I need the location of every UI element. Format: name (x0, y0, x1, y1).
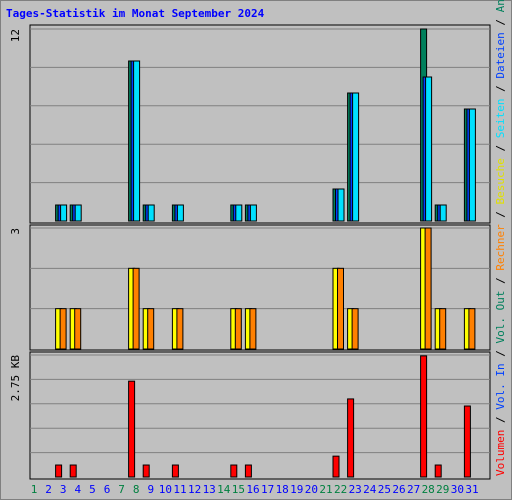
bar (434, 464, 442, 478)
bar (425, 76, 433, 222)
legend-entry: Vol. Out (494, 291, 507, 344)
legend-entry: Volumen (494, 430, 507, 476)
bar (60, 204, 68, 222)
legend: Volumen / Vol. In / Vol. Out / Rechner /… (494, 0, 507, 476)
y-tick-label: 12 (9, 29, 22, 42)
x-tick-label: 25 (378, 483, 391, 496)
legend-entry: Dateien (494, 32, 507, 78)
legend-entry: Rechner (494, 224, 507, 271)
x-tick-label: 4 (74, 483, 81, 496)
legend-separator: / (494, 138, 507, 158)
bar (351, 308, 359, 350)
legend-separator: / (494, 204, 507, 224)
x-tick-label: 7 (118, 483, 125, 496)
bar (420, 355, 428, 478)
bar (424, 227, 432, 350)
bar (249, 308, 257, 350)
x-tick-label: 16 (246, 483, 259, 496)
x-tick-label: 9 (147, 483, 154, 496)
x-tick-label: 23 (349, 483, 362, 496)
legend-entry: Vol. In (494, 363, 507, 409)
bar (74, 204, 82, 222)
bar (147, 204, 155, 222)
bar (147, 308, 155, 350)
bar (133, 60, 141, 222)
y-tick-label: 2.75 KB (9, 355, 22, 402)
chart-title: Tages-Statistik im Monat September 2024 (6, 7, 265, 20)
bar (468, 108, 476, 222)
y-tick-label: 3 (9, 228, 22, 235)
x-tick-label: 6 (104, 483, 111, 496)
panel (29, 24, 491, 224)
bar (337, 188, 345, 222)
bar (244, 464, 252, 478)
legend-separator: / (494, 79, 507, 99)
bar (332, 455, 340, 478)
x-tick-label: 29 (436, 483, 449, 496)
bar (59, 308, 67, 350)
bar (439, 308, 447, 350)
bar (69, 464, 77, 478)
x-tick-label: 24 (363, 483, 377, 496)
x-tick-label: 3 (60, 483, 67, 496)
bar (55, 464, 63, 478)
bar (230, 464, 238, 478)
x-tick-label: 27 (407, 483, 420, 496)
bar (74, 308, 82, 350)
x-tick-label: 5 (89, 483, 96, 496)
legend-separator: / (494, 12, 507, 32)
x-tick-label: 17 (261, 483, 274, 496)
x-tick-label: 30 (451, 483, 464, 496)
x-tick-label: 20 (305, 483, 318, 496)
bar (439, 204, 447, 222)
x-tick-label: 18 (276, 483, 289, 496)
bar (171, 464, 179, 478)
bar (352, 92, 360, 222)
x-tick-label: 26 (392, 483, 405, 496)
legend-entry: Besuche (494, 158, 507, 204)
x-tick-label: 31 (465, 483, 478, 496)
x-tick-label: 21 (319, 483, 332, 496)
legend-separator: / (494, 410, 507, 430)
bar (234, 308, 242, 350)
bar (142, 464, 150, 478)
x-tick-label: 15 (232, 483, 245, 496)
bar (235, 204, 243, 222)
x-tick-label: 28 (422, 483, 435, 496)
x-tick-label: 8 (133, 483, 140, 496)
panel (29, 224, 491, 351)
bar (249, 204, 257, 222)
bar (176, 204, 184, 222)
x-tick-label: 1 (31, 483, 38, 496)
bar (337, 267, 344, 350)
x-tick-label: 22 (334, 483, 347, 496)
x-tick-label: 12 (188, 483, 201, 496)
x-tick-label: 13 (203, 483, 216, 496)
legend-separator: / (494, 271, 507, 291)
bar (132, 267, 140, 350)
bar (463, 405, 471, 478)
bar (176, 308, 184, 350)
x-tick-label: 14 (217, 483, 231, 496)
legend-entry: Seiten (494, 98, 507, 138)
bar (468, 308, 476, 350)
legend-separator: / (494, 344, 507, 364)
panel (29, 351, 491, 480)
x-tick-label: 2 (45, 483, 52, 496)
legend-entry: Anfragen (494, 0, 507, 12)
x-tick-label: 10 (159, 483, 172, 496)
bar (347, 398, 355, 478)
x-tick-label: 11 (173, 483, 186, 496)
bar (128, 380, 136, 478)
x-tick-label: 19 (290, 483, 303, 496)
